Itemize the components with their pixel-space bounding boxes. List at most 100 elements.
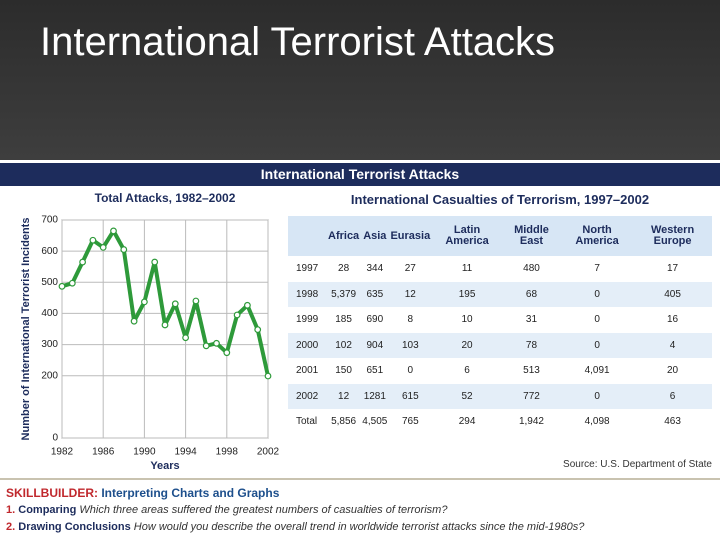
cell: 463 — [664, 416, 681, 428]
skillbuilder-heading: SKILLBUILDER: Interpreting Charts and Gr… — [6, 486, 279, 500]
cell: 4,505 — [362, 416, 388, 428]
x-tick-label: 1990 — [133, 447, 156, 458]
cell: 150 — [335, 365, 352, 377]
cell: 28 — [338, 263, 350, 275]
cell: 195 — [432, 281, 502, 307]
point — [58, 282, 66, 290]
point — [68, 279, 76, 287]
cell: 4,098 — [584, 416, 610, 428]
column-header: Eurasia — [388, 216, 433, 256]
row-label: 2000 — [288, 332, 326, 358]
point — [79, 258, 86, 266]
cell: 0 — [561, 383, 634, 409]
table-title: International Casualties of Terrorism, 1… — [350, 192, 650, 207]
cell: 185 — [335, 314, 352, 326]
cell: 12 — [388, 281, 433, 307]
cell: 16 — [667, 314, 679, 326]
cell: 27 — [404, 263, 416, 275]
item-skill: Comparing — [18, 504, 77, 516]
cell: 11 — [461, 263, 473, 275]
skillbuilder: SKILLBUILDER: Interpreting Charts and Gr… — [0, 478, 720, 542]
cell: 6 — [633, 383, 712, 409]
point — [233, 311, 241, 319]
row-label: 1997 — [296, 263, 319, 275]
banner: International Terrorist Attacks — [0, 163, 720, 186]
cell: 10 — [461, 314, 473, 326]
column-header: Latin America — [432, 216, 502, 256]
label: SKILLBUILDER: — [6, 486, 98, 500]
row-label: 2002 — [288, 383, 326, 409]
cell: 765 — [401, 416, 419, 428]
cell: 294 — [458, 416, 476, 428]
chart-title: Total Attacks, 1982–2002 — [95, 191, 236, 205]
table-row: 2001 150 651 0 6 513 4,091 20 — [288, 358, 712, 384]
column-header: North America — [561, 216, 634, 256]
slide-header — [0, 0, 720, 160]
cell: 5,379 — [326, 281, 362, 307]
point — [254, 326, 262, 334]
cell: 635 — [361, 281, 389, 307]
cell: 0 — [561, 332, 634, 358]
cell: 78 — [501, 332, 562, 358]
cell: 4,091 — [584, 365, 610, 377]
table-row: Total 5,856 4,505 765 294 1,942 4,098 463 — [288, 409, 712, 435]
cell: 5,856 — [331, 416, 357, 428]
point — [110, 227, 117, 235]
row-label: 1998 — [288, 281, 326, 307]
cell: 12 — [326, 383, 362, 409]
point — [202, 342, 210, 350]
table-row: 2000 102 904 103 20 78 0 4 — [288, 332, 712, 358]
item-number: 1. — [6, 504, 16, 516]
cell: 20 — [432, 332, 502, 358]
heading: Interpreting Charts and Graphs — [101, 486, 280, 500]
point — [243, 301, 251, 309]
source: Source: U.S. Department of State — [563, 459, 712, 470]
cell: 904 — [361, 332, 389, 358]
cell: 615 — [388, 383, 433, 409]
y-tick-label: 400 — [41, 308, 58, 319]
table: Africa Asia Eurasia Latin America Middle Eas… — [288, 216, 712, 435]
plot-area — [61, 219, 269, 439]
point — [264, 372, 272, 380]
cell: 480 — [523, 263, 540, 275]
row-label: Total — [296, 416, 318, 428]
point — [161, 321, 169, 329]
cell: 8 — [407, 314, 414, 326]
y-tick-label: 500 — [41, 277, 58, 288]
cell: 772 — [501, 383, 562, 409]
item-number: 2. — [6, 521, 16, 533]
column-header: Asia — [361, 216, 389, 256]
cell: 690 — [366, 314, 384, 326]
header-row: Africa Asia Eurasia Latin America Middle Eas… — [288, 216, 712, 256]
table-row: 1998 5,379 635 12 195 68 0 405 — [288, 281, 712, 307]
column-header: Western Europe — [633, 216, 712, 256]
point — [89, 236, 97, 244]
cell: 0 — [407, 365, 414, 377]
x-axis-label: Years — [150, 460, 179, 472]
y-tick-label: 600 — [41, 246, 58, 257]
y-tick-label: 700 — [41, 215, 58, 226]
cell: 405 — [633, 281, 712, 307]
question-item: 2. Drawing Conclusions How would you des… — [6, 521, 584, 533]
cell: 20 — [667, 365, 679, 377]
point — [140, 298, 148, 306]
point — [120, 246, 128, 253]
point — [171, 300, 179, 308]
cell: 6 — [464, 365, 470, 377]
cell: 7 — [594, 263, 600, 275]
cell: 1281 — [361, 383, 389, 409]
y-tick-label: 200 — [41, 370, 58, 381]
cell: 68 — [501, 281, 562, 307]
y-tick-label: 0 — [52, 433, 58, 444]
item-skill: Drawing Conclusions — [18, 521, 131, 533]
cell: 0 — [594, 314, 600, 326]
cell: 4 — [633, 332, 712, 358]
cell: 31 — [525, 314, 538, 326]
x-tick-label: 1994 — [174, 447, 197, 458]
corner — [288, 216, 326, 256]
cell: 52 — [432, 383, 502, 409]
point — [213, 339, 220, 347]
cell: 17 — [667, 263, 679, 275]
